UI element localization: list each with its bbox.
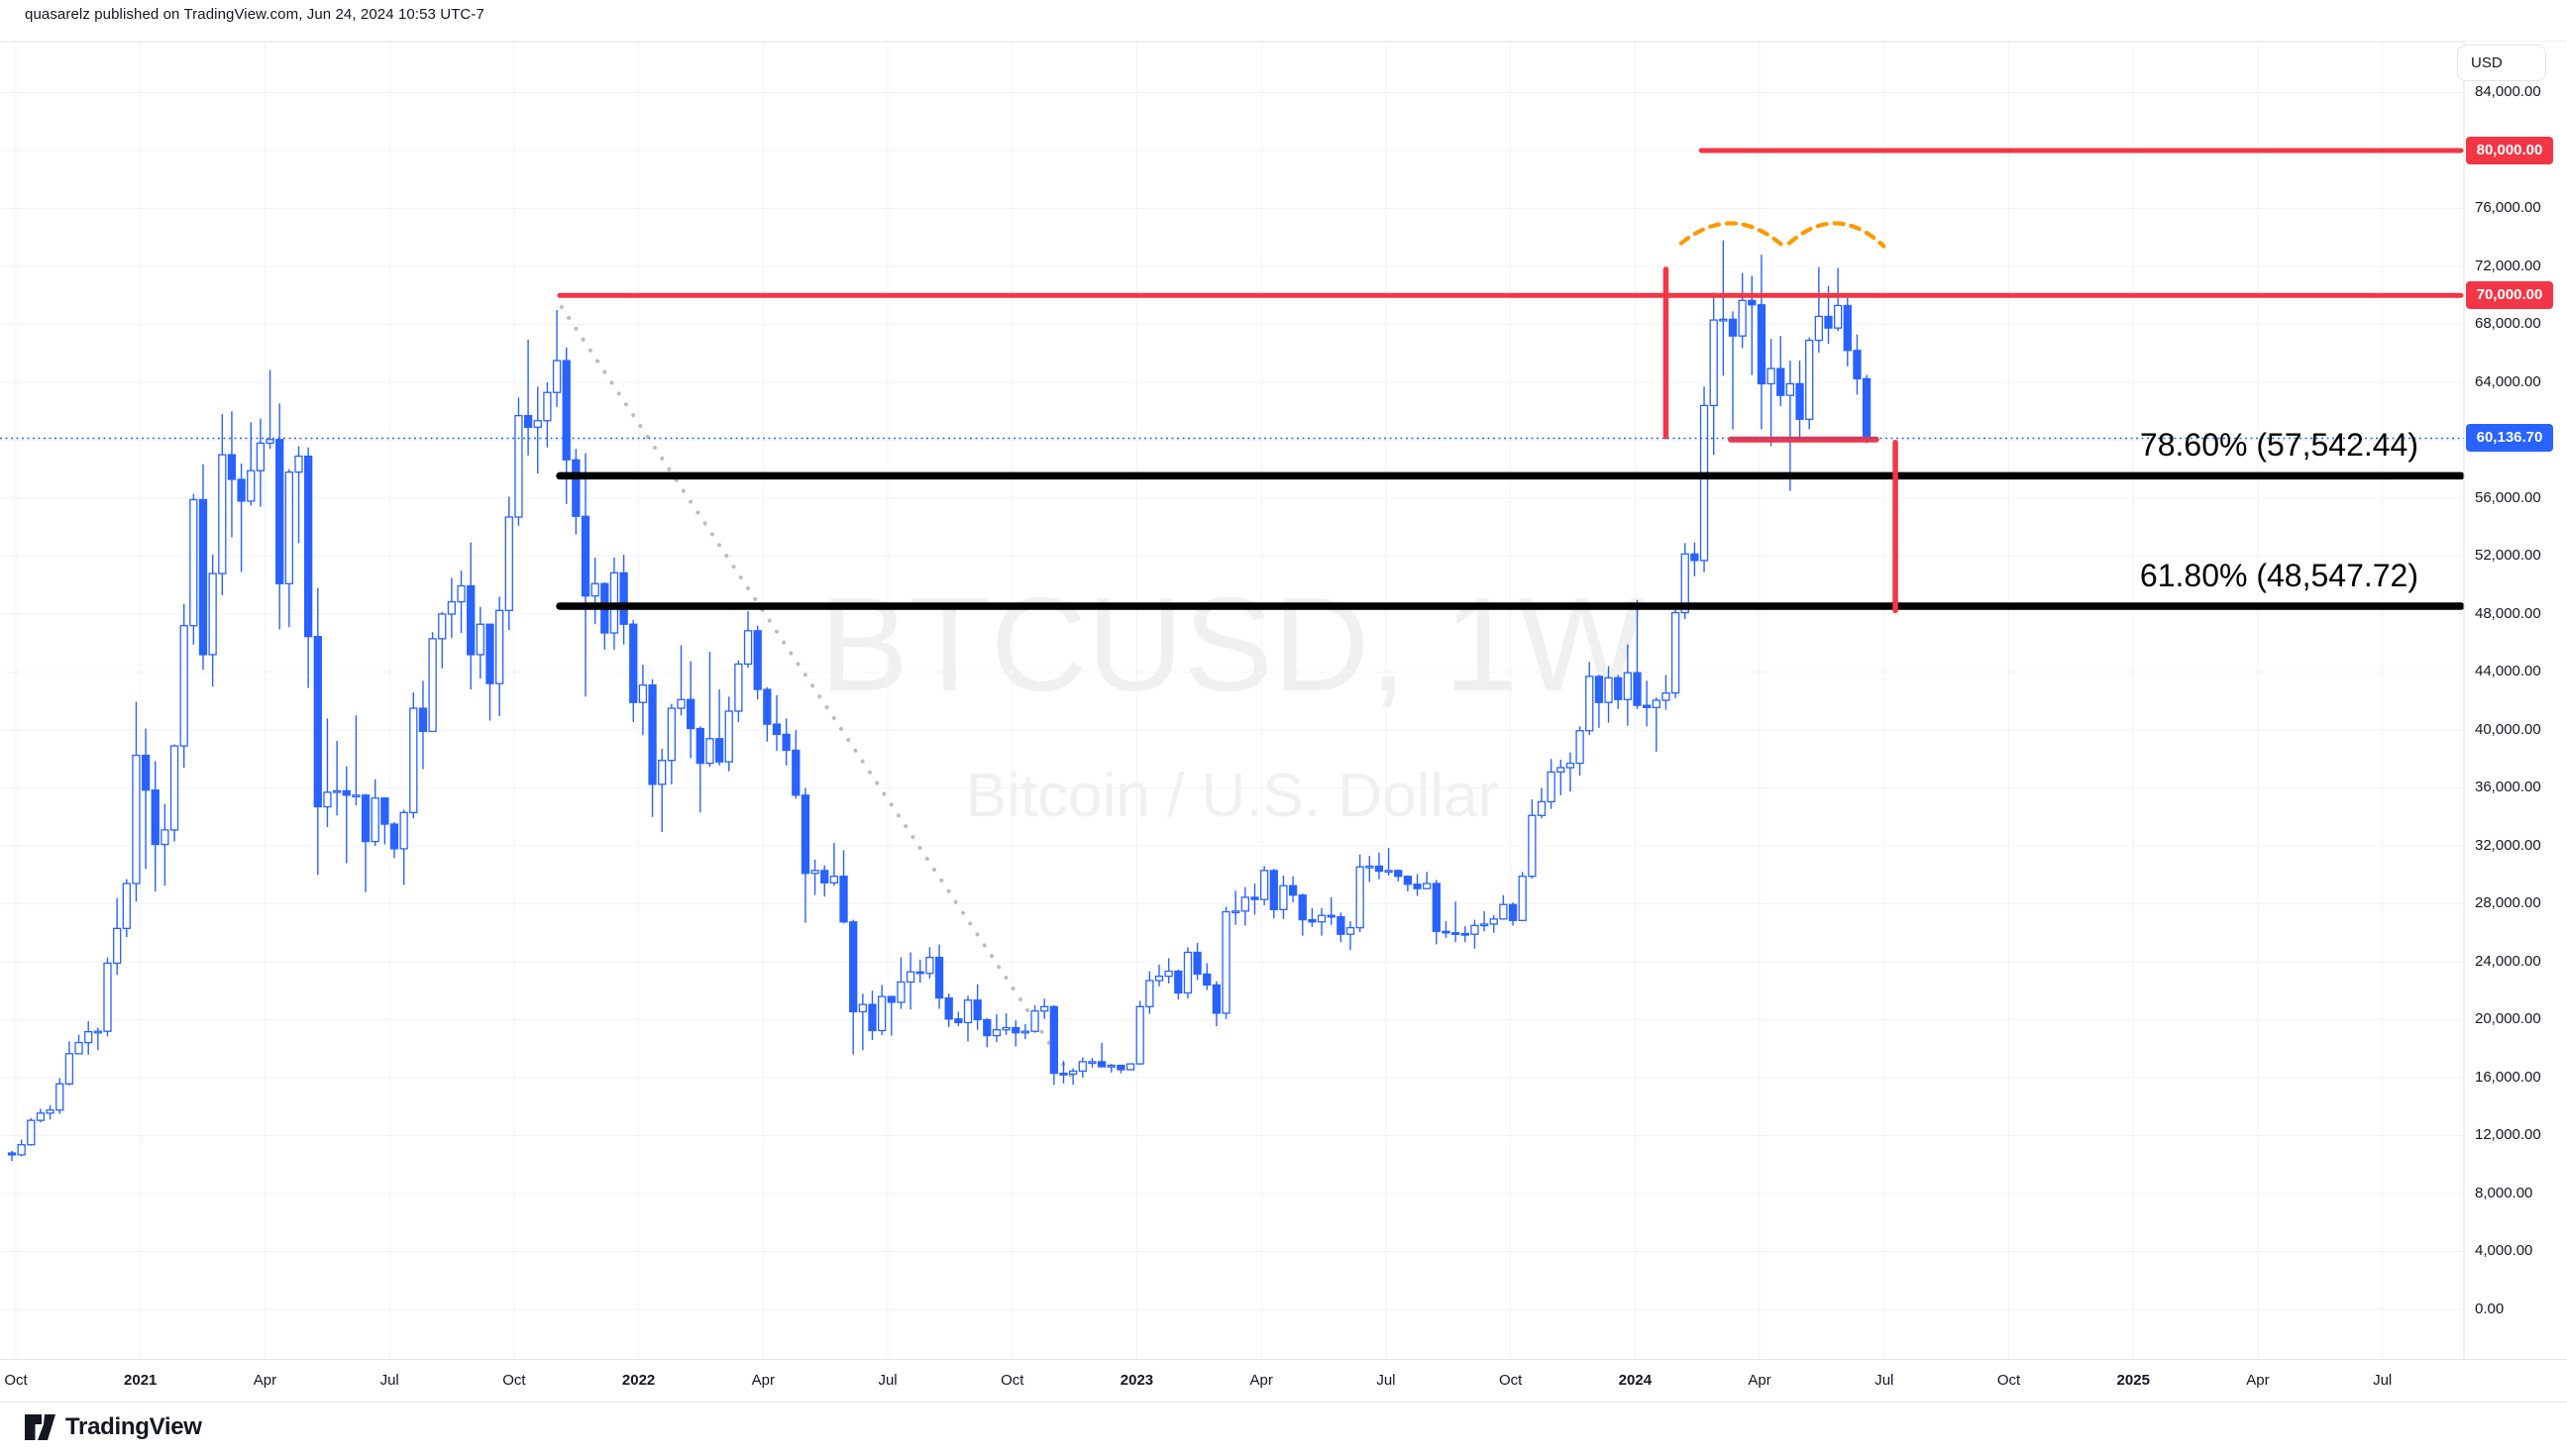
price-tick-label: 36,000.00	[2475, 779, 2541, 796]
price-tick-label: 48,000.00	[2475, 604, 2541, 622]
price-tick-label: 56,000.00	[2475, 488, 2541, 506]
price-tick-label: 84,000.00	[2475, 83, 2541, 101]
price-tick-label: 0.00	[2475, 1300, 2505, 1317]
time-tick-label: 2021	[124, 1372, 158, 1389]
time-tick-label: Apr	[751, 1372, 775, 1389]
grid	[0, 42, 2464, 1359]
price-tick-label: 16,000.00	[2475, 1068, 2541, 1086]
publish-attribution: quasarelz published on TradingView.com, …	[25, 6, 484, 23]
time-tick-label: Apr	[1748, 1372, 1771, 1389]
price-tick-label: 76,000.00	[2475, 199, 2541, 217]
time-tick-label: Jul	[878, 1372, 898, 1389]
double-top-arcs	[1678, 221, 1886, 249]
drawings[interactable]	[556, 148, 2465, 614]
price-tick-label: 24,000.00	[2475, 952, 2541, 970]
time-tick-label: Jul	[1874, 1372, 1894, 1389]
time-tick-label: Apr	[1249, 1372, 1273, 1389]
time-tick-label: Oct	[502, 1372, 526, 1389]
price-tick-label: 12,000.00	[2475, 1126, 2541, 1144]
tradingview-logo-icon	[25, 1414, 55, 1440]
price-tick-label: 20,000.00	[2475, 1010, 2541, 1028]
fib-618-label[interactable]: 61.80% (48,547.72)	[2139, 558, 2418, 593]
tradingview-logo-text: TradingView	[65, 1413, 202, 1440]
currency-toggle-button[interactable]: USD	[2457, 45, 2546, 81]
time-tick-label: 2023	[1120, 1372, 1154, 1389]
time-tick-label: Apr	[253, 1372, 277, 1389]
fib-786-label[interactable]: 78.60% (57,542.44)	[2139, 427, 2418, 463]
price-tick-label: 4,000.00	[2475, 1242, 2533, 1260]
time-tick-label: 2025	[2116, 1372, 2150, 1389]
time-tick-label: 2022	[621, 1372, 656, 1389]
price-tick-label: 32,000.00	[2475, 836, 2541, 854]
chart-frame	[0, 41, 2567, 1401]
time-tick-label: 2024	[1618, 1372, 1653, 1389]
candlestick-series	[7, 240, 1872, 1162]
price-tick-label: 52,000.00	[2475, 547, 2541, 565]
time-axis[interactable]: Oct 2021 Apr Jul Oct 2022 Apr Jul Oct 2023 Apr Jul O…	[0, 1359, 2567, 1403]
price-tick-label: 44,000.00	[2475, 663, 2541, 680]
price-tick-label: 64,000.00	[2475, 372, 2541, 390]
time-tick-label: Jul	[1376, 1372, 1396, 1389]
tradingview-logo[interactable]: TradingView	[24, 1412, 202, 1442]
price-tick-label: 8,000.00	[2475, 1184, 2533, 1201]
current-price-badge: 60,136.70	[2466, 424, 2553, 453]
price-tick-label: 68,000.00	[2475, 315, 2541, 333]
price-tick-label: 72,000.00	[2475, 257, 2541, 274]
dotted-downtrend-line[interactable]	[559, 304, 1076, 1082]
price-level-badge-80000: 80,000.00	[2466, 136, 2553, 164]
price-tick-label: 40,000.00	[2475, 720, 2541, 738]
price-level-badge-70000: 70,000.00	[2466, 281, 2553, 310]
time-tick-label: Jul	[2373, 1372, 2393, 1389]
time-tick-label: Apr	[2246, 1372, 2270, 1389]
time-tick-label: Oct	[1498, 1372, 1523, 1389]
time-tick-label: Oct	[1996, 1372, 2021, 1389]
price-axis[interactable]: 84,000.00 80,000.00 76,000.00 72,000.00 68,0…	[2457, 42, 2567, 1401]
time-tick-label: Oct	[4, 1372, 28, 1389]
time-tick-label: Jul	[379, 1372, 399, 1389]
price-tick-label: 28,000.00	[2475, 894, 2541, 912]
time-tick-label: Oct	[1001, 1372, 1024, 1389]
